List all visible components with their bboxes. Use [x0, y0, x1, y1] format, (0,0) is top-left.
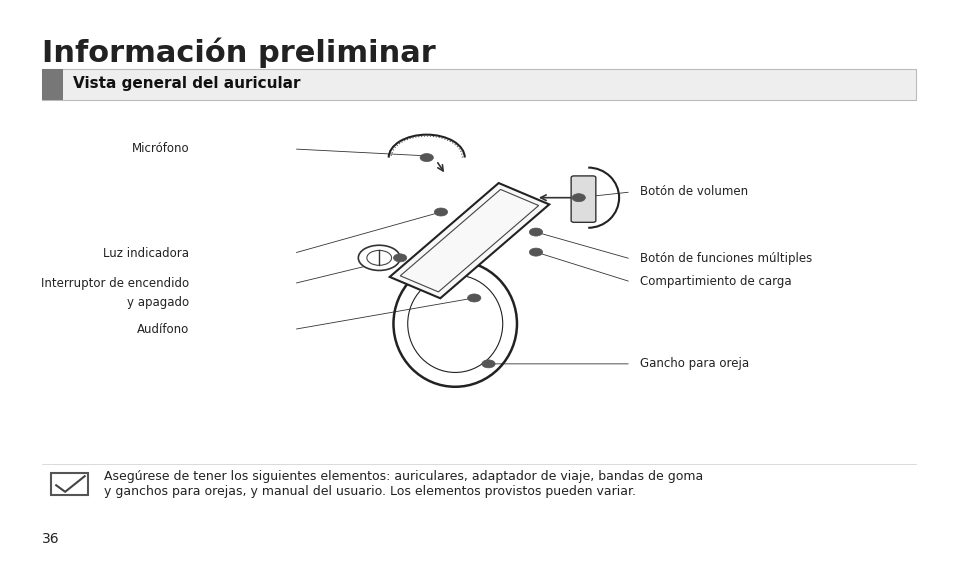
Text: Botón de volumen: Botón de volumen [639, 186, 748, 198]
FancyBboxPatch shape [51, 473, 88, 495]
Text: Botón de funciones múltiples: Botón de funciones múltiples [639, 253, 812, 265]
Circle shape [419, 154, 433, 162]
Circle shape [529, 248, 542, 256]
Text: Gancho para oreja: Gancho para oreja [639, 358, 749, 370]
Text: Audífono: Audífono [137, 323, 189, 336]
Circle shape [572, 194, 585, 202]
Polygon shape [389, 183, 549, 299]
Circle shape [393, 254, 406, 262]
Circle shape [529, 228, 542, 236]
Text: Información preliminar: Información preliminar [42, 37, 436, 68]
Text: Compartimiento de carga: Compartimiento de carga [639, 276, 791, 288]
Text: y ganchos para orejas, y manual del usuario. Los elementos provistos pueden vari: y ganchos para orejas, y manual del usua… [104, 485, 635, 497]
Text: 36: 36 [42, 532, 59, 545]
Text: Asegúrese de tener los siguientes elementos: auriculares, adaptador de viaje, ba: Asegúrese de tener los siguientes elemen… [104, 470, 702, 483]
Circle shape [434, 208, 447, 216]
Circle shape [367, 250, 391, 265]
FancyBboxPatch shape [42, 69, 915, 100]
Text: Vista general del auricular: Vista general del auricular [73, 76, 300, 91]
Text: Luz indicadora: Luz indicadora [103, 247, 189, 260]
FancyBboxPatch shape [571, 176, 596, 222]
Text: y apagado: y apagado [127, 296, 189, 309]
Text: Interruptor de encendido: Interruptor de encendido [41, 277, 189, 290]
Text: Micrófono: Micrófono [132, 143, 189, 155]
Circle shape [467, 294, 480, 302]
FancyBboxPatch shape [42, 69, 63, 100]
Circle shape [358, 245, 399, 270]
Circle shape [481, 360, 495, 368]
